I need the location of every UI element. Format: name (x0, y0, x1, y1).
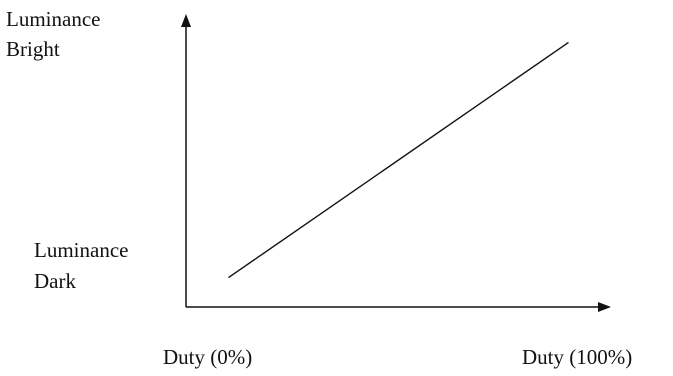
x-axis-end-label: Duty (100%) (522, 345, 633, 369)
series-line-0 (228, 41, 569, 279)
y-axis-bottom-label-line2: Dark (34, 269, 76, 293)
x-axis-start-label: Duty (0%) (163, 345, 253, 369)
y-axis-bottom-label-line1: Luminance (34, 238, 129, 262)
x-axis-arrow-icon (598, 302, 611, 312)
y-axis-top-label-line2: Bright (6, 37, 60, 61)
y-axis-top-label-line1: Luminance (6, 7, 101, 31)
y-axis-arrow-icon (181, 14, 191, 27)
series-layer (228, 41, 569, 279)
